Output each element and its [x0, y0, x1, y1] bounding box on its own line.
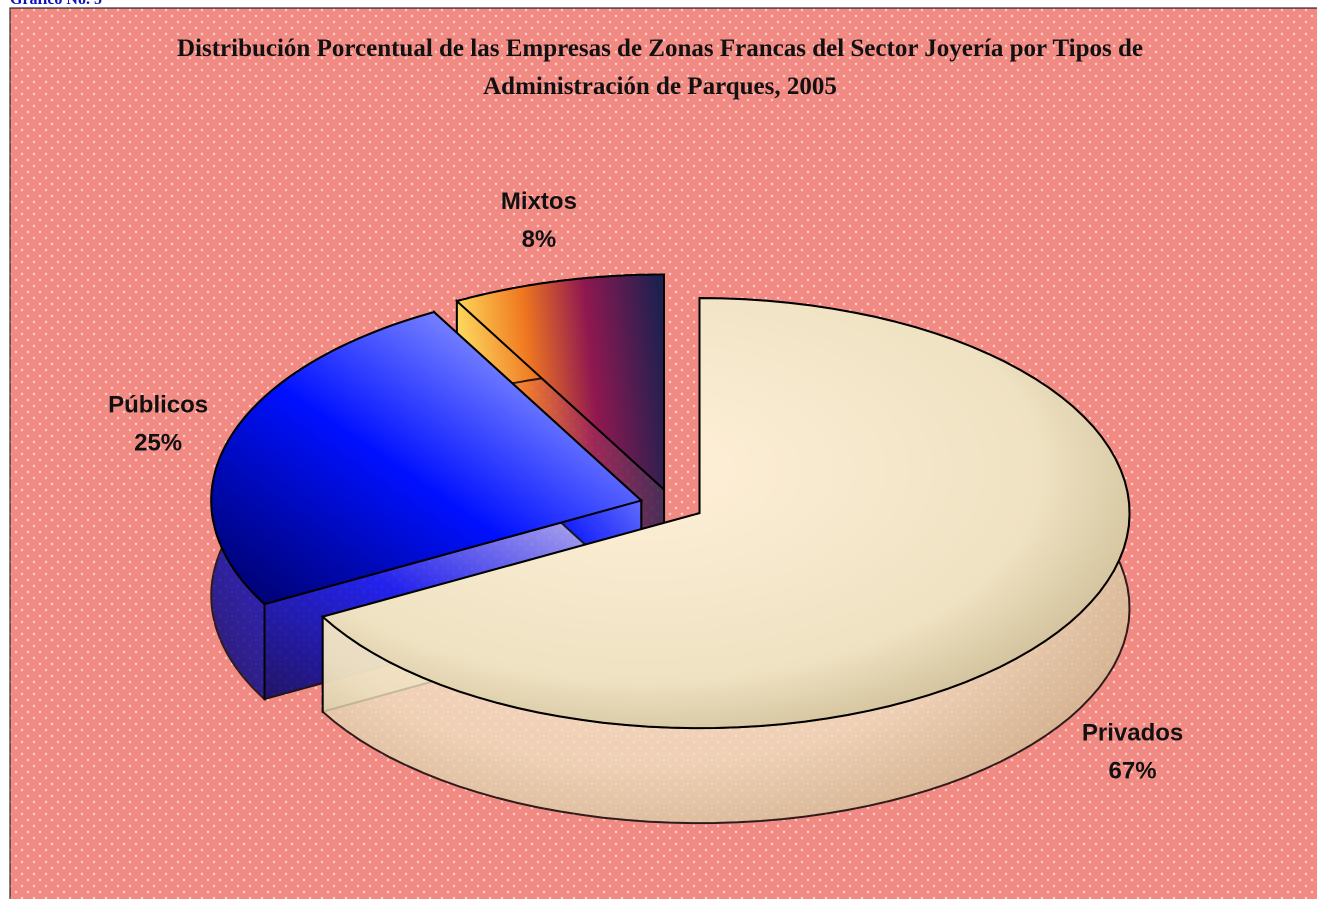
pie: [210, 273, 1131, 825]
data-label-value: 67%: [1109, 757, 1157, 784]
caption: Gráfico No. 5: [10, 0, 102, 9]
data-label-name: Mixtos: [501, 188, 577, 215]
data-label-name: Privados: [1082, 719, 1183, 746]
data-label-value: 25%: [134, 430, 182, 457]
slice-top: [320, 297, 1131, 730]
chart-title: Distribución Porcentual de las Empresas …: [176, 35, 1143, 100]
slice-top: [210, 310, 644, 606]
slice-top: [454, 273, 666, 492]
slice: [320, 297, 1131, 825]
data-label-name: Públicos: [108, 392, 208, 419]
data-label-value: 8%: [522, 226, 557, 253]
